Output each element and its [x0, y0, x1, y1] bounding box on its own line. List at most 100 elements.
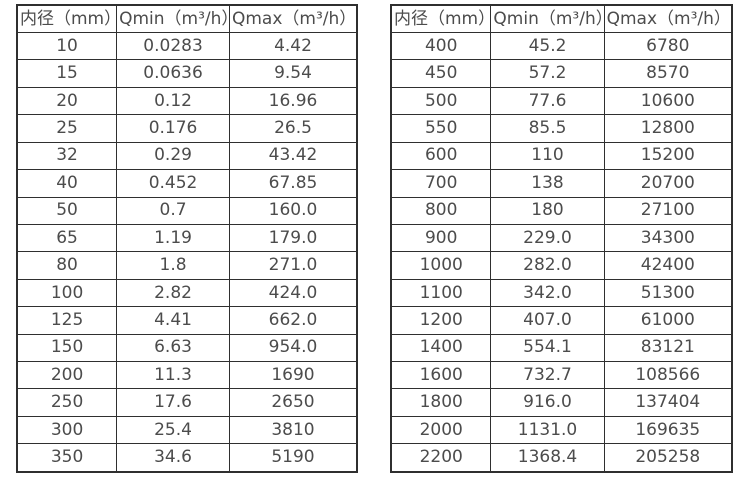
cell-qmin: 0.29 — [116, 141, 230, 171]
cell-qmin: 110 — [490, 141, 605, 171]
cell-qmax: 12800 — [603, 114, 733, 143]
table-row: 32 0.29 43.42 — [16, 141, 358, 171]
cell-diameter: 600 — [390, 141, 492, 171]
cell-qmin: 180 — [490, 196, 605, 225]
cell-qmax: 61000 — [603, 306, 733, 335]
table-row: 80 1.8 271.0 — [16, 251, 358, 280]
table-row: 200 11.3 1690 — [16, 361, 358, 390]
table-row: 15 0.0636 9.54 — [16, 59, 358, 88]
cell-qmin: 282.0 — [490, 251, 605, 280]
cell-qmax: 83121 — [603, 333, 733, 363]
cell-diameter: 40 — [16, 169, 118, 198]
cell-diameter: 10 — [16, 31, 118, 61]
cell-diameter: 250 — [16, 388, 118, 417]
cell-qmin: 77.6 — [490, 86, 605, 116]
cell-diameter: 500 — [390, 86, 492, 116]
table-row: 1600 732.7 108566 — [390, 361, 733, 390]
cell-qmax: 4.42 — [228, 31, 358, 61]
table-row: 150 6.63 954.0 — [16, 333, 358, 363]
cell-qmin: 2.82 — [116, 278, 230, 308]
cell-qmin: 138 — [490, 169, 605, 198]
table-row: 125 4.41 662.0 — [16, 306, 358, 335]
cell-qmin: 34.6 — [116, 443, 230, 473]
cell-qmax: 271.0 — [228, 251, 358, 280]
cell-qmin: 6.63 — [116, 333, 230, 363]
table-row: 350 34.6 5190 — [16, 443, 358, 473]
cell-qmax: 8570 — [603, 59, 733, 88]
cell-qmax: 169635 — [603, 415, 733, 445]
cell-diameter: 125 — [16, 306, 118, 335]
cell-qmax: 3810 — [228, 415, 358, 445]
cell-diameter: 150 — [16, 333, 118, 363]
cell-qmax: 15200 — [603, 141, 733, 171]
cell-diameter: 25 — [16, 114, 118, 143]
cell-diameter: 1200 — [390, 306, 492, 335]
cell-qmax: 27100 — [603, 196, 733, 225]
cell-diameter: 80 — [16, 251, 118, 280]
cell-diameter: 1100 — [390, 278, 492, 308]
cell-qmin: 85.5 — [490, 114, 605, 143]
flow-table-small-diameters: 内径（mm） Qmin（m³/h） Qmax（m³/h） 10 0.0283 4.4… — [16, 4, 358, 473]
cell-qmin: 1.19 — [116, 223, 230, 253]
table-row: 2200 1368.4 205258 — [390, 443, 733, 473]
cell-qmin: 1368.4 — [490, 443, 605, 473]
cell-qmax: 5190 — [228, 443, 358, 473]
col-header-qmin: Qmin（m³/h） — [490, 4, 605, 33]
cell-qmax: 1690 — [228, 361, 358, 390]
cell-qmax: 9.54 — [228, 59, 358, 88]
cell-diameter: 32 — [16, 141, 118, 171]
header-row: 内径（mm） Qmin（m³/h） Qmax（m³/h） — [16, 4, 358, 33]
table-row: 1800 916.0 137404 — [390, 388, 733, 417]
table-row: 450 57.2 8570 — [390, 59, 733, 88]
cell-qmin: 0.7 — [116, 196, 230, 225]
cell-qmax: 42400 — [603, 251, 733, 280]
table-row: 10 0.0283 4.42 — [16, 31, 358, 61]
col-header-diameter: 内径（mm） — [390, 4, 492, 33]
table-row: 1400 554.1 83121 — [390, 333, 733, 363]
cell-qmin: 229.0 — [490, 223, 605, 253]
cell-qmin: 11.3 — [116, 361, 230, 390]
cell-diameter: 700 — [390, 169, 492, 198]
cell-diameter: 350 — [16, 443, 118, 473]
cell-qmax: 954.0 — [228, 333, 358, 363]
table-row: 2000 1131.0 169635 — [390, 415, 733, 445]
col-header-qmax: Qmax（m³/h） — [228, 4, 358, 33]
table-row: 800 180 27100 — [390, 196, 733, 225]
table-row: 300 25.4 3810 — [16, 415, 358, 445]
header-row: 内径（mm） Qmin（m³/h） Qmax（m³/h） — [390, 4, 733, 33]
cell-qmin: 1131.0 — [490, 415, 605, 445]
cell-qmin: 0.0283 — [116, 31, 230, 61]
cell-qmax: 2650 — [228, 388, 358, 417]
table-row: 1000 282.0 42400 — [390, 251, 733, 280]
cell-qmin: 554.1 — [490, 333, 605, 363]
cell-qmax: 34300 — [603, 223, 733, 253]
cell-diameter: 550 — [390, 114, 492, 143]
cell-diameter: 1600 — [390, 361, 492, 390]
cell-diameter: 2200 — [390, 443, 492, 473]
cell-qmin: 732.7 — [490, 361, 605, 390]
cell-diameter: 15 — [16, 59, 118, 88]
cell-qmin: 1.8 — [116, 251, 230, 280]
table-row: 600 110 15200 — [390, 141, 733, 171]
cell-qmax: 205258 — [603, 443, 733, 473]
cell-qmax: 424.0 — [228, 278, 358, 308]
cell-qmax: 20700 — [603, 169, 733, 198]
table-row: 250 17.6 2650 — [16, 388, 358, 417]
col-header-qmax: Qmax（m³/h） — [603, 4, 733, 33]
table-row: 25 0.176 26.5 — [16, 114, 358, 143]
cell-qmin: 0.12 — [116, 86, 230, 116]
cell-qmin: 45.2 — [490, 31, 605, 61]
table-row: 500 77.6 10600 — [390, 86, 733, 116]
flow-table-large-diameters: 内径（mm） Qmin（m³/h） Qmax（m³/h） 400 45.2 6780… — [390, 4, 733, 473]
cell-diameter: 200 — [16, 361, 118, 390]
cell-qmax: 6780 — [603, 31, 733, 61]
cell-qmax: 43.42 — [228, 141, 358, 171]
cell-diameter: 20 — [16, 86, 118, 116]
cell-qmin: 0.452 — [116, 169, 230, 198]
cell-qmax: 137404 — [603, 388, 733, 417]
table-row: 1100 342.0 51300 — [390, 278, 733, 308]
table-row: 700 138 20700 — [390, 169, 733, 198]
table-row: 20 0.12 16.96 — [16, 86, 358, 116]
cell-qmin: 25.4 — [116, 415, 230, 445]
